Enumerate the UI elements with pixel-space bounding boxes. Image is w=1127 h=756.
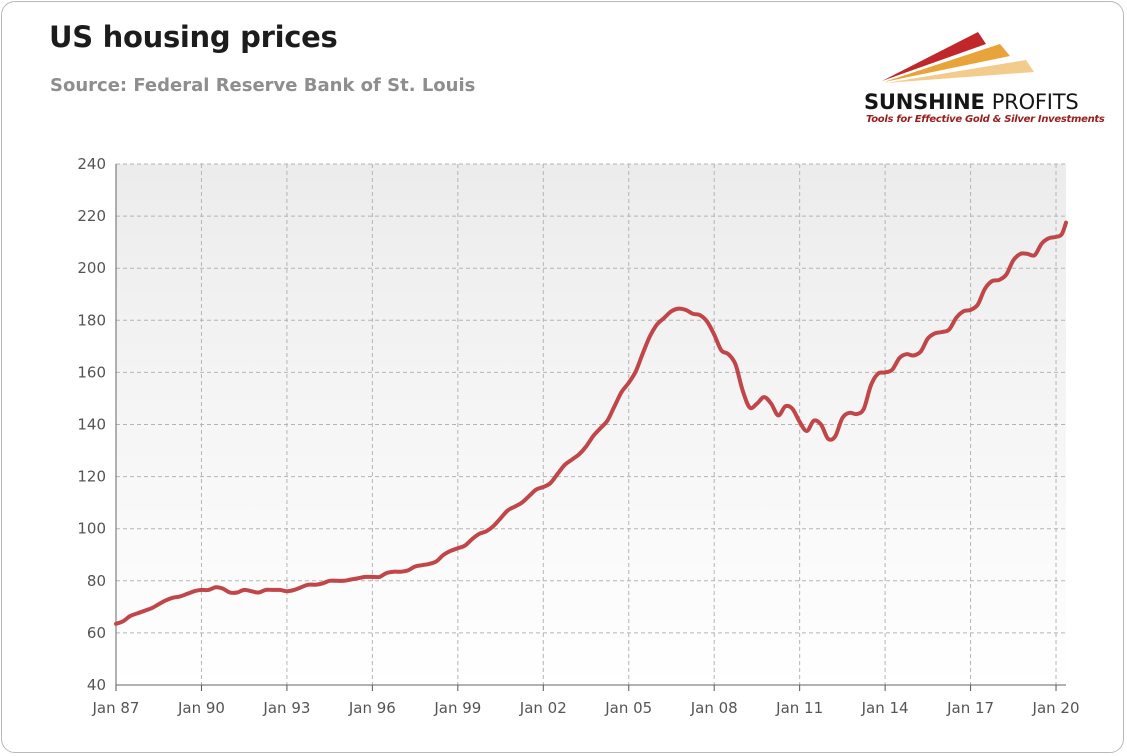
logo-ray-orange [884,44,1010,82]
series-layer [114,220,1068,626]
y-tick-label: 100 [77,520,106,538]
x-tick-label: Jan 90 [177,699,225,717]
chart-title: US housing prices [49,20,338,54]
y-axis-ticks: 40 60 80 100 120 140 160 180 200 220 240 [77,155,106,694]
x-tick-label: Jan 14 [861,699,909,717]
logo-brand-bold: SUNSHINE [864,90,985,114]
axes [115,164,1066,686]
y-tick-label: 140 [77,416,106,434]
logo-ray-red [882,32,986,81]
y-tick-label: 40 [87,676,106,694]
y-tick-label: 180 [77,311,106,329]
x-tick-label: Jan 08 [690,699,738,717]
logo-ray-light [886,60,1034,83]
sunshine-profits-logo-icon [882,32,1034,83]
logo-brand-light: PROFITS [991,90,1079,114]
y-tick-label: 160 [77,363,106,381]
y-tick-label: 200 [77,259,106,277]
x-tick-label: Jan 11 [775,699,823,717]
grid-lines [116,163,1066,685]
x-tick-label: Jan 02 [519,699,567,717]
y-tick-label: 80 [87,572,106,590]
x-tick-label: Jan 99 [433,699,481,717]
logo-brand: SUNSHINE PROFITS [864,90,1079,114]
x-axis-ticks: Jan 87 Jan 90 Jan 93 Jan 96 Jan 99 Jan 02 Jan … [92,685,1080,717]
y-tick-label: 120 [77,468,106,486]
x-tick-label: Jan 20 [1032,699,1080,717]
x-tick-label: Jan 05 [604,699,652,717]
series-line [114,220,1068,626]
x-tick-label: Jan 87 [92,699,140,717]
y-tick-label: 60 [87,624,106,642]
x-tick-label: Jan 17 [946,699,994,717]
x-tick-label: Jan 93 [262,699,310,717]
logo-tagline: Tools for Effective Gold & Silver Invest… [866,114,1105,125]
y-tick-label: 240 [77,155,106,173]
chart-source: Source: Federal Reserve Bank of St. Loui… [50,75,476,96]
x-tick-label: Jan 96 [348,699,396,717]
y-tick-label: 220 [77,207,106,225]
